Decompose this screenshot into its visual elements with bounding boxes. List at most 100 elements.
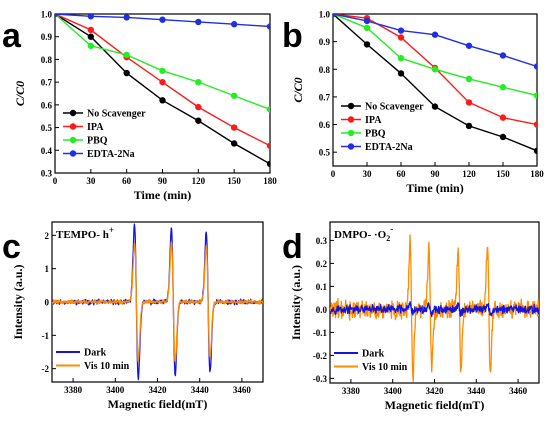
data-point — [159, 78, 166, 86]
legend-label: Dark — [362, 349, 385, 360]
y-axis-label: C/C0 — [13, 81, 27, 106]
x-axis-label: Magnetic field(mT) — [385, 398, 485, 412]
y-tick-label: -0.1 — [313, 328, 328, 338]
plot-area — [330, 234, 539, 383]
data-point — [230, 92, 238, 99]
data-point — [397, 70, 405, 77]
legend-marker — [347, 116, 355, 123]
y-tick-label: 0.4 — [41, 146, 53, 156]
legend-label: PBQ — [365, 129, 386, 140]
legend-label: EDTA-2Na — [365, 142, 413, 153]
y-tick-label: 0.3 — [316, 236, 328, 246]
data-point — [363, 24, 371, 32]
y-axis-label: Intensity (a.u.) — [11, 264, 25, 339]
data-point — [333, 14, 337, 18]
data-point — [397, 55, 405, 62]
x-tick-label: 60 — [122, 176, 132, 186]
data-point — [266, 142, 270, 149]
data-point — [499, 114, 507, 121]
data-point — [533, 63, 537, 70]
x-tick-label: 120 — [462, 169, 476, 179]
data-point — [431, 31, 439, 38]
legend-marker — [69, 150, 77, 157]
legend-label: PBQ — [87, 136, 108, 147]
data-point — [159, 16, 166, 23]
legend-marker — [347, 143, 355, 150]
x-tick-label: 120 — [192, 176, 206, 186]
y-tick-label: -1 — [42, 331, 50, 341]
legend-label: EDTA-2Na — [87, 149, 135, 160]
plot-area — [55, 14, 270, 168]
x-tick-label: 30 — [363, 169, 373, 179]
spectrum-line — [330, 301, 539, 318]
y-tick-label: 0.3 — [41, 169, 53, 179]
annotation-main: TEMPO- h — [56, 229, 109, 241]
data-point — [87, 33, 95, 40]
legend-marker — [347, 129, 355, 137]
y-tick-label: 0.9 — [319, 37, 331, 47]
legend-marker — [69, 123, 77, 130]
spectrum-line — [52, 241, 263, 362]
y-axis-label: Intensity (a.u.) — [289, 265, 303, 340]
data-point — [159, 97, 166, 104]
panel-letter: b — [282, 17, 303, 55]
data-point — [230, 21, 238, 28]
data-point — [87, 26, 95, 34]
x-tick-label: 3380 — [64, 385, 83, 395]
data-point — [266, 106, 270, 113]
x-tick-label: 180 — [530, 169, 544, 179]
x-tick-label: 0 — [53, 176, 58, 186]
legend-label: IPA — [87, 122, 104, 133]
x-tick-label: 30 — [86, 176, 96, 186]
y-tick-label: 0.2 — [316, 259, 328, 269]
data-point — [465, 99, 473, 106]
x-tick-label: 0 — [331, 169, 336, 179]
x-tick-label: 3440 — [467, 386, 486, 396]
spectrum-annotation: DMPO- ·O2- — [334, 224, 393, 243]
series-line — [333, 14, 537, 68]
y-tick-label: 0.9 — [41, 32, 53, 42]
data-point — [87, 14, 95, 20]
data-point — [87, 42, 95, 49]
y-tick-label: 0.8 — [319, 65, 331, 75]
y-tick-label: 0.1 — [316, 282, 328, 292]
data-point — [195, 117, 202, 124]
y-tick-label: 0.7 — [319, 92, 331, 102]
legend-label: No Scavenger — [87, 109, 146, 120]
annotation-main: DMPO- ·O — [334, 229, 387, 241]
data-point — [123, 14, 130, 21]
data-point — [266, 160, 270, 168]
data-point — [533, 121, 537, 128]
legend-label: Vis 10 min — [84, 361, 130, 372]
data-point — [465, 122, 473, 130]
x-tick-label: 3440 — [191, 385, 210, 395]
spectrum-annotation: TEMPO- h+ — [56, 225, 114, 241]
data-point — [533, 147, 537, 154]
y-tick-label: -0.3 — [313, 374, 328, 384]
y-tick-label: 1 — [45, 264, 50, 274]
x-tick-label: 3460 — [509, 386, 528, 396]
data-point — [431, 103, 439, 110]
y-tick-label: 0.7 — [41, 78, 53, 88]
annotation-sub: 2 — [386, 234, 390, 243]
data-point — [266, 23, 270, 30]
y-tick-label: 0.6 — [41, 100, 53, 110]
data-point — [533, 92, 537, 99]
y-tick-label: 0 — [45, 298, 50, 308]
data-point — [195, 103, 202, 111]
data-point — [55, 14, 59, 18]
data-point — [499, 133, 507, 141]
series-line — [333, 14, 537, 97]
y-tick-label: -2 — [42, 364, 50, 374]
x-axis-label: Time (min) — [406, 181, 463, 195]
y-tick-label: 1.0 — [41, 10, 53, 20]
data-point — [363, 41, 371, 48]
annotation-sup: + — [109, 225, 114, 235]
panel-letter: d — [282, 228, 303, 266]
x-axis-label: Magnetic field(mT) — [108, 397, 208, 411]
data-point — [123, 51, 130, 59]
annotation-sup: - — [390, 224, 393, 234]
legend-label: IPA — [365, 115, 382, 126]
legend-label: No Scavenger — [365, 102, 424, 113]
